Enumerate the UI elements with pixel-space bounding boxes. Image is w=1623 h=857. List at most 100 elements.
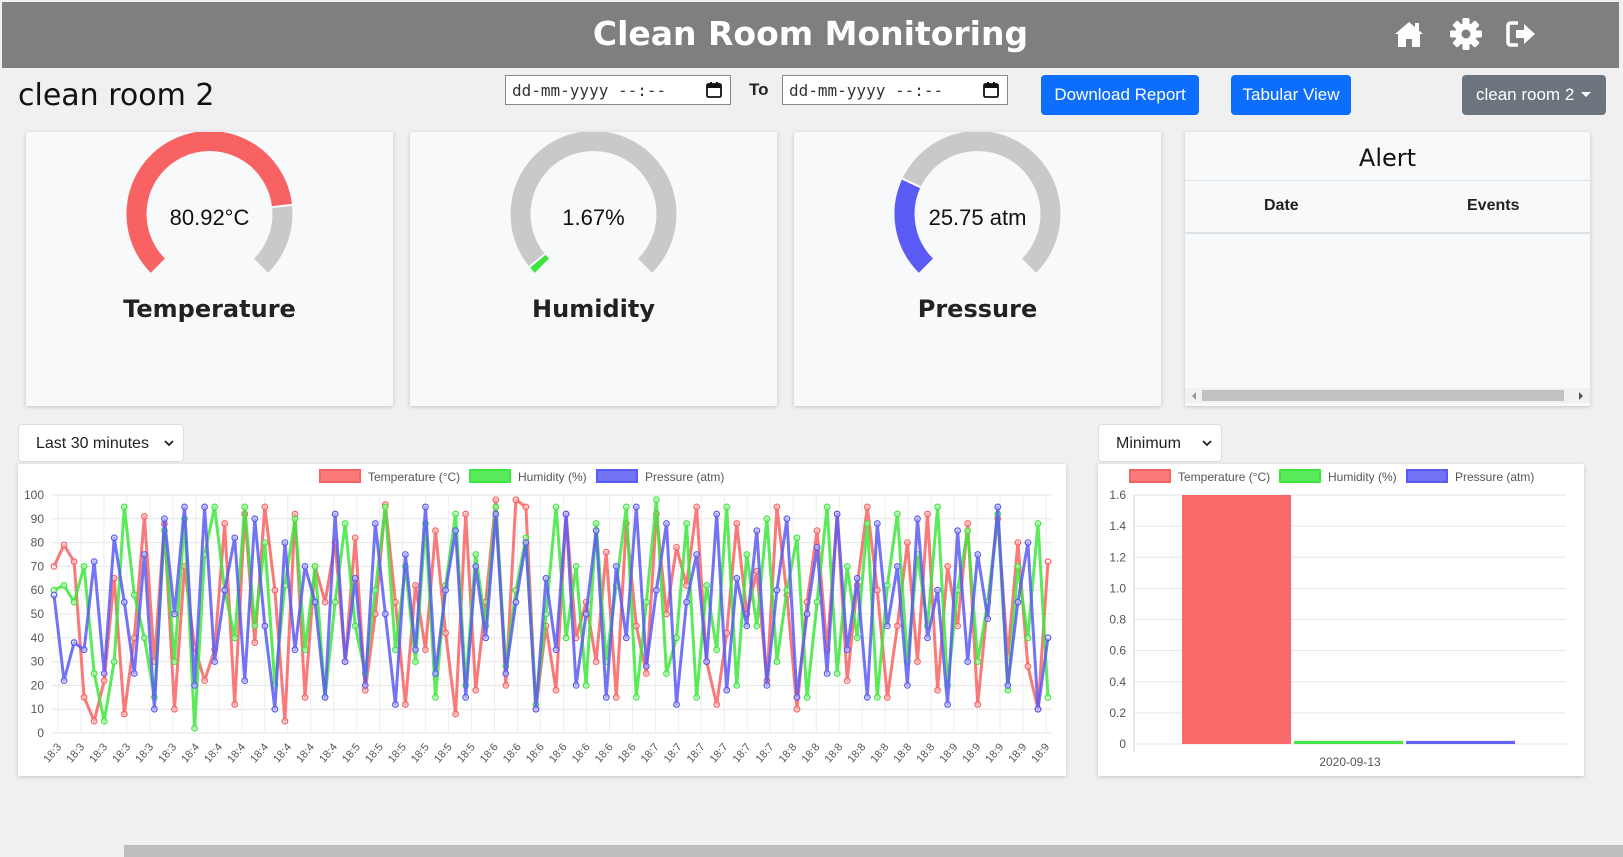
series-point xyxy=(592,520,600,527)
x-tick-label: 18:5 xyxy=(340,741,363,765)
y-tick-label: 0 xyxy=(1119,737,1126,751)
series-point xyxy=(371,586,379,594)
series-point xyxy=(723,686,731,694)
series-point xyxy=(50,586,58,594)
series-point xyxy=(462,693,470,701)
series-point xyxy=(432,670,439,677)
chevron-down-icon xyxy=(1202,440,1212,447)
legend-swatch xyxy=(596,469,638,483)
series-point xyxy=(492,510,500,518)
app-title: Clean Room Monitoring xyxy=(592,14,1029,53)
pressure-gauge-card: 25.75 atm Pressure xyxy=(794,132,1161,406)
pressure-value: 25.75 atm xyxy=(928,205,1027,230)
series-point xyxy=(622,634,630,642)
series-point xyxy=(191,724,198,732)
series-point xyxy=(140,634,148,642)
gear-icon[interactable] xyxy=(1448,16,1484,52)
series-point xyxy=(110,658,118,666)
calendar-icon[interactable] xyxy=(982,81,1000,99)
series-point xyxy=(602,693,610,701)
series-point xyxy=(261,622,269,630)
series-line-2 xyxy=(53,498,1050,730)
series-point xyxy=(612,693,620,701)
series-point xyxy=(321,598,329,606)
series-point xyxy=(934,586,941,594)
legend-label: Pressure (atm) xyxy=(1455,470,1534,484)
time-range-select[interactable]: Last 30 minutes xyxy=(18,424,184,462)
series-point xyxy=(351,534,359,542)
x-tick-label: 18:9 xyxy=(960,741,983,765)
scroll-right-icon[interactable] xyxy=(1577,391,1585,401)
x-tick-label: 18:3 xyxy=(87,741,110,765)
x-tick-label: 18:3 xyxy=(110,741,133,765)
x-tick-label: 18:8 xyxy=(823,741,846,765)
x-tick-label: 18:4 xyxy=(271,741,294,765)
series-point xyxy=(1004,681,1012,689)
series-point xyxy=(974,701,982,708)
series-point xyxy=(100,677,108,685)
from-datetime-input[interactable]: dd-mm-yyyy --:-- xyxy=(505,75,731,105)
series-point xyxy=(442,629,449,637)
alert-divider xyxy=(1185,180,1590,181)
x-tick-label: 18:8 xyxy=(777,741,800,765)
x-tick-label: 18:9 xyxy=(983,741,1006,765)
download-report-button[interactable]: Download Report xyxy=(1041,75,1199,115)
series-point xyxy=(261,503,269,511)
series-point xyxy=(512,598,520,606)
series-point xyxy=(843,646,851,654)
series-point xyxy=(813,527,821,535)
series-point xyxy=(522,539,530,546)
alert-title: Alert xyxy=(1358,144,1417,172)
series-point xyxy=(161,515,168,523)
series-point xyxy=(642,598,650,606)
alert-scrollbar-thumb[interactable] xyxy=(1202,390,1564,401)
x-tick-label: 18:7 xyxy=(708,741,731,765)
logout-icon[interactable] xyxy=(1503,16,1539,52)
page-horizontal-scrollbar[interactable] xyxy=(124,845,1623,857)
series-point xyxy=(191,681,198,689)
line-chart: Temperature (°C) Humidity (%) Pressure (at… xyxy=(24,469,1052,765)
y-tick-label: 20 xyxy=(31,678,45,692)
series-point xyxy=(944,701,951,708)
series-point xyxy=(602,548,610,556)
series-point xyxy=(261,539,269,546)
series-point xyxy=(211,503,219,511)
series-point xyxy=(964,527,972,535)
series-point xyxy=(642,670,650,677)
series-point xyxy=(502,681,510,689)
series-point xyxy=(974,551,982,558)
series-point xyxy=(904,681,911,689)
series-point xyxy=(733,681,741,689)
series-point xyxy=(693,551,700,558)
series-point xyxy=(873,693,881,701)
alert-scrollbar[interactable] xyxy=(1185,388,1590,403)
series-line-3 xyxy=(52,505,1050,711)
scroll-left-icon[interactable] xyxy=(1190,391,1198,401)
room-select-dropdown[interactable]: clean room 2 xyxy=(1462,75,1606,115)
tabular-view-button[interactable]: Tabular View xyxy=(1231,75,1351,115)
legend-swatch xyxy=(1129,469,1171,483)
x-tick-label: 18:5 xyxy=(455,741,478,765)
home-icon[interactable] xyxy=(1391,16,1427,52)
caret-down-icon xyxy=(1581,92,1591,97)
series-point xyxy=(70,639,78,646)
series-point xyxy=(813,598,821,606)
aggregation-select[interactable]: Minimum xyxy=(1098,424,1222,462)
series-point xyxy=(432,527,439,535)
series-point xyxy=(642,662,650,670)
series-point xyxy=(321,693,329,701)
series-point xyxy=(100,670,108,677)
calendar-icon[interactable] xyxy=(705,81,723,99)
x-tick-label: 18:7 xyxy=(662,741,685,765)
series-point xyxy=(853,574,861,582)
series-point xyxy=(632,503,640,511)
gauge-separator xyxy=(272,203,293,209)
series-point xyxy=(914,515,921,523)
to-datetime-input[interactable]: dd-mm-yyyy --:-- xyxy=(782,75,1008,105)
series-point xyxy=(883,693,891,701)
gauge-fill xyxy=(126,132,292,273)
series-point xyxy=(743,551,751,558)
series-point xyxy=(934,686,941,694)
series-point xyxy=(944,562,951,570)
series-point xyxy=(532,705,540,713)
